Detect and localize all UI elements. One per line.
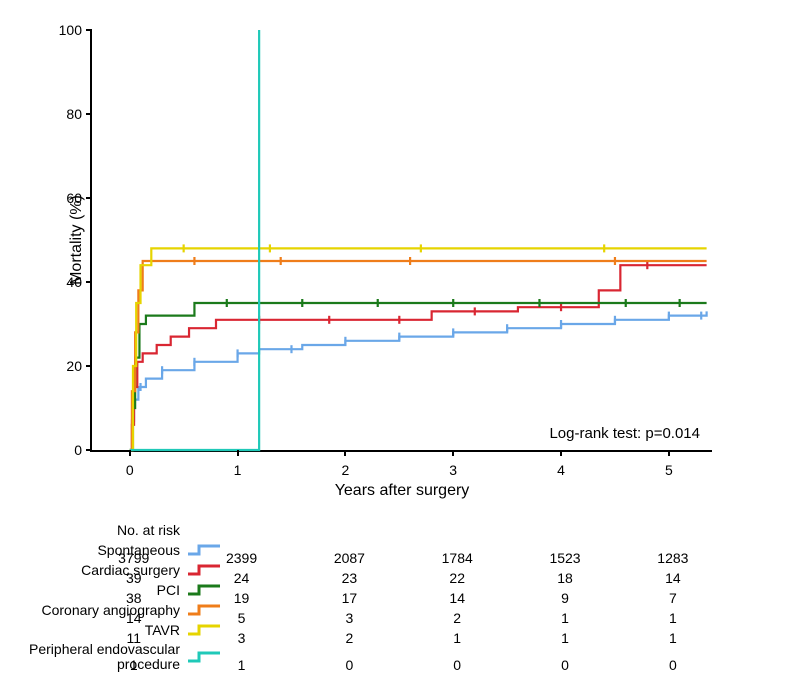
risk-cell: 3 [238, 630, 246, 646]
risk-cell: 14 [449, 590, 465, 606]
risk-cell: 14 [665, 570, 681, 586]
risk-cell: 1 [238, 657, 246, 673]
chart-lines [92, 30, 712, 450]
risk-row-swatch [186, 561, 222, 579]
risk-cell: 38 [126, 590, 142, 606]
legend-swatch [187, 542, 221, 558]
risk-row-label: PCI [0, 583, 186, 598]
risk-cell: 11 [126, 630, 141, 646]
x-tick [237, 450, 239, 456]
risk-cell: 23 [342, 570, 358, 586]
y-tick-label: 20 [66, 358, 92, 374]
risk-cell: 2 [453, 610, 461, 626]
risk-header-row: No. at risk [0, 520, 786, 540]
y-tick-label: 60 [66, 190, 92, 206]
x-tick-label: 2 [341, 462, 349, 478]
risk-row-label: Spontaneous [0, 543, 186, 558]
y-tick-label: 80 [66, 106, 92, 122]
risk-row-label: Cardiac surgery [0, 563, 186, 578]
risk-cell: 17 [342, 590, 358, 606]
x-tick [129, 450, 131, 456]
x-tick-label: 3 [449, 462, 457, 478]
x-tick-label: 1 [234, 462, 242, 478]
risk-cell: 39 [126, 570, 142, 586]
risk-cell: 3799 [118, 550, 149, 566]
risk-cell: 1 [130, 657, 138, 673]
risk-cell: 1 [669, 630, 677, 646]
y-tick-label: 100 [59, 22, 92, 38]
risk-cell: 2 [345, 630, 353, 646]
risk-row: Spontaneous379923992087178415231283 [0, 540, 786, 560]
risk-row-label: Coronary angiography [0, 603, 186, 618]
risk-cell: 1 [453, 630, 461, 646]
km-chart-page: Mortality (%) Years after surgery Log-ra… [0, 0, 786, 679]
x-tick-label: 4 [557, 462, 565, 478]
risk-cell: 5 [238, 610, 246, 626]
series-line [130, 265, 707, 450]
risk-header-label: No. at risk [0, 523, 186, 538]
risk-cell: 22 [449, 570, 465, 586]
risk-cell: 3 [345, 610, 353, 626]
risk-cell: 7 [669, 590, 677, 606]
at-risk-table: No. at riskSpontaneous379923992087178415… [0, 520, 786, 674]
x-tick [344, 450, 346, 456]
legend-swatch [187, 602, 221, 618]
legend-swatch [187, 562, 221, 578]
risk-row-swatch [186, 541, 222, 559]
risk-cell: 0 [453, 657, 461, 673]
risk-cell: 0 [669, 657, 677, 673]
risk-row-swatch [186, 581, 222, 599]
series-line [130, 30, 259, 450]
risk-cell: 1283 [657, 550, 688, 566]
risk-cell: 0 [561, 657, 569, 673]
risk-cell: 19 [234, 590, 250, 606]
risk-cell: 1784 [442, 550, 473, 566]
risk-cell: 2399 [226, 550, 257, 566]
risk-row-label: TAVR [0, 623, 186, 638]
risk-row-swatch [186, 621, 222, 639]
x-tick-label: 5 [665, 462, 673, 478]
risk-cell: 1 [561, 630, 569, 646]
risk-cell: 24 [234, 570, 250, 586]
risk-cell: 0 [345, 657, 353, 673]
x-tick-label: 0 [126, 462, 134, 478]
plot-wrap: Mortality (%) Years after surgery Log-ra… [90, 30, 710, 450]
risk-cell: 1 [561, 610, 569, 626]
y-axis-title: Mortality (%) [68, 195, 86, 285]
risk-cell: 18 [557, 570, 573, 586]
risk-cell: 14 [126, 610, 142, 626]
risk-cell: 1 [669, 610, 677, 626]
risk-cell: 9 [561, 590, 569, 606]
y-tick-label: 0 [74, 442, 92, 458]
x-axis-title: Years after surgery [335, 482, 470, 500]
risk-row-swatch [186, 648, 222, 666]
risk-cell: 1523 [549, 550, 580, 566]
plot-area: Mortality (%) Years after surgery Log-ra… [90, 30, 712, 452]
risk-row-swatch [186, 601, 222, 619]
risk-row-label: Peripheral endovascular procedure [0, 642, 186, 671]
risk-cell: 2087 [334, 550, 365, 566]
legend-swatch [187, 622, 221, 638]
legend-swatch [187, 582, 221, 598]
x-tick [668, 450, 670, 456]
y-tick-label: 40 [66, 274, 92, 290]
x-tick [452, 450, 454, 456]
logrank-annotation: Log-rank test: p=0.014 [549, 425, 700, 442]
legend-swatch [187, 649, 221, 665]
x-tick [560, 450, 562, 456]
